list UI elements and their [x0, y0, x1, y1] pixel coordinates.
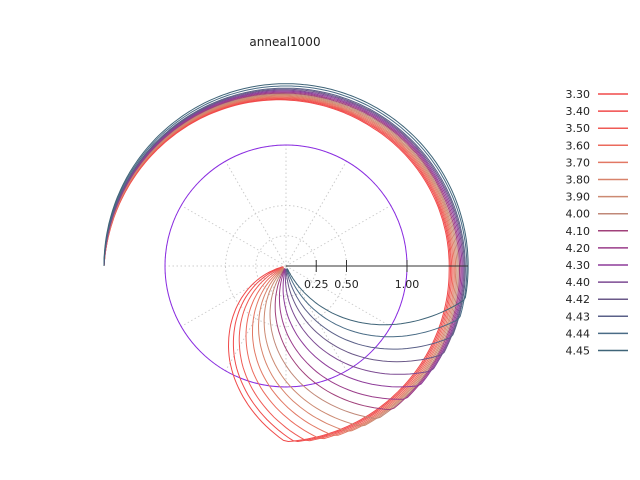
series-line — [103, 91, 462, 400]
legend-label: 4.45 — [566, 345, 591, 358]
grid-spoke — [285, 205, 392, 267]
series-line — [103, 85, 468, 338]
legend: 3.30 3.40 3.50 3.60 3.70 3.80 3.90 4.00 4.10 4.20… — [566, 88, 628, 358]
series-line — [103, 99, 450, 443]
radial-tick-label: 0.25 — [304, 278, 329, 291]
series-line — [103, 97, 453, 442]
chart-title: anneal1000 — [249, 35, 320, 49]
series-line — [103, 95, 457, 432]
legend-label: 4.44 — [566, 327, 591, 340]
series-line — [103, 92, 460, 411]
series-line — [103, 83, 469, 326]
grid-spoke — [180, 205, 287, 267]
legend-label: 4.00 — [566, 208, 591, 221]
legend-label: 4.30 — [566, 259, 591, 272]
legend-label: 4.20 — [566, 242, 591, 255]
legend-label: 3.90 — [566, 191, 591, 204]
legend-label: 4.42 — [566, 293, 591, 306]
legend-label: 4.43 — [566, 310, 591, 323]
legend-label: 3.40 — [566, 105, 591, 118]
series-line — [103, 88, 465, 363]
series-line — [103, 98, 451, 443]
legend-label: 3.30 — [566, 88, 591, 101]
series-lines — [103, 83, 469, 443]
series-line — [103, 93, 459, 420]
grid-spoke — [225, 160, 287, 267]
series-line — [103, 94, 458, 427]
legend-label: 3.50 — [566, 122, 591, 135]
grid-spoke — [285, 160, 347, 267]
radial-axis: 0.25 0.50 1.00 — [286, 260, 468, 291]
legend-label: 3.60 — [566, 139, 591, 152]
series-line — [103, 87, 466, 350]
legend-label: 4.40 — [566, 276, 591, 289]
legend-label: 4.10 — [566, 225, 591, 238]
legend-label: 3.80 — [566, 174, 591, 187]
legend-label: 3.70 — [566, 156, 591, 169]
series-line — [103, 90, 463, 388]
grid-spoke — [285, 265, 392, 327]
series-line — [103, 89, 464, 375]
radial-tick-label: 1.00 — [395, 278, 420, 291]
radial-tick-label: 0.50 — [334, 278, 359, 291]
